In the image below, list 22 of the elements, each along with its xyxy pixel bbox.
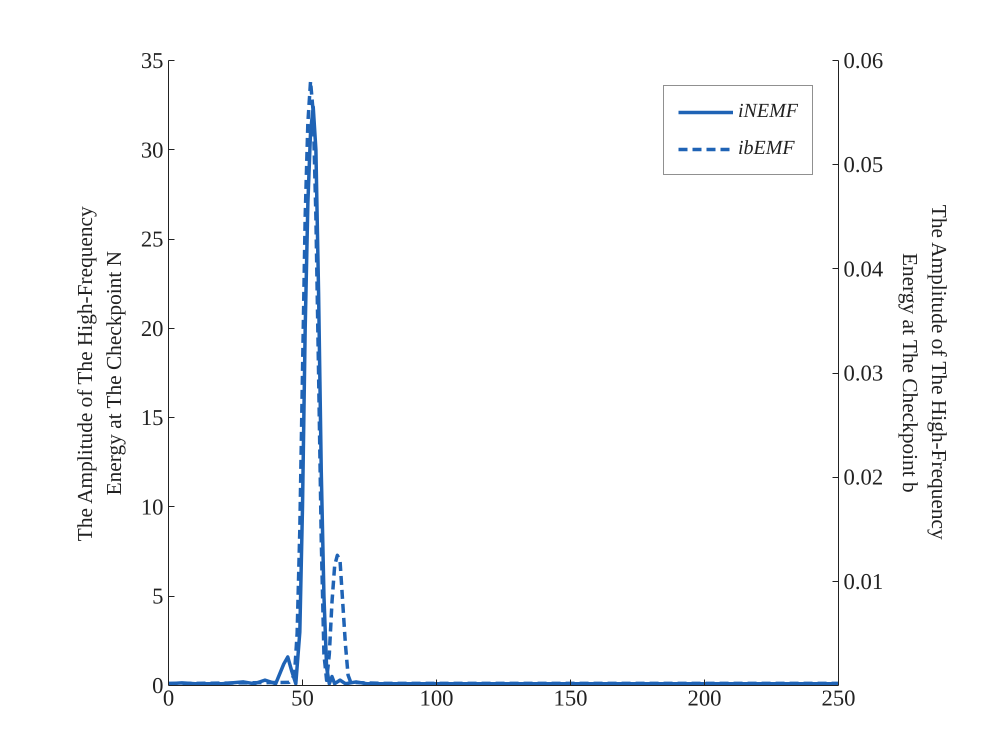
y2-tick-label: 0.05 [844, 152, 884, 178]
y2-tick-label: 0.01 [844, 568, 884, 594]
y-tick-label: 20 [140, 316, 164, 341]
x-tick-label: 50 [291, 686, 314, 710]
x-tick-label: 100 [420, 686, 454, 710]
x-tick-label: 200 [688, 686, 722, 710]
y2-tick-label: 0.06 [844, 48, 884, 73]
y2-tick-label: 0.04 [844, 256, 884, 282]
y-tick-label: 5 [152, 584, 164, 609]
y-tick-label: 35 [140, 48, 164, 73]
y2-axis-title: The Amplitude of The High-Frequency Energy at The Checkpoint b [898, 204, 951, 540]
y-tick-label: 10 [140, 494, 164, 520]
y2-tick-label: 0.03 [844, 360, 884, 386]
y-tick-label: 30 [140, 137, 164, 162]
y-tick-label: 25 [140, 226, 164, 252]
y-tick-label: 15 [140, 405, 164, 430]
y2-tick-label: 0.02 [844, 464, 884, 490]
y-axis-title: The Amplitude of The High-Frequency Energy at The Checkpoint N [73, 206, 126, 542]
x-tick-label: 150 [554, 686, 588, 710]
x-tick-label: 250 [822, 686, 856, 710]
legend-label: ibEMF [738, 137, 795, 160]
legend-label: iNEMF [738, 100, 798, 123]
